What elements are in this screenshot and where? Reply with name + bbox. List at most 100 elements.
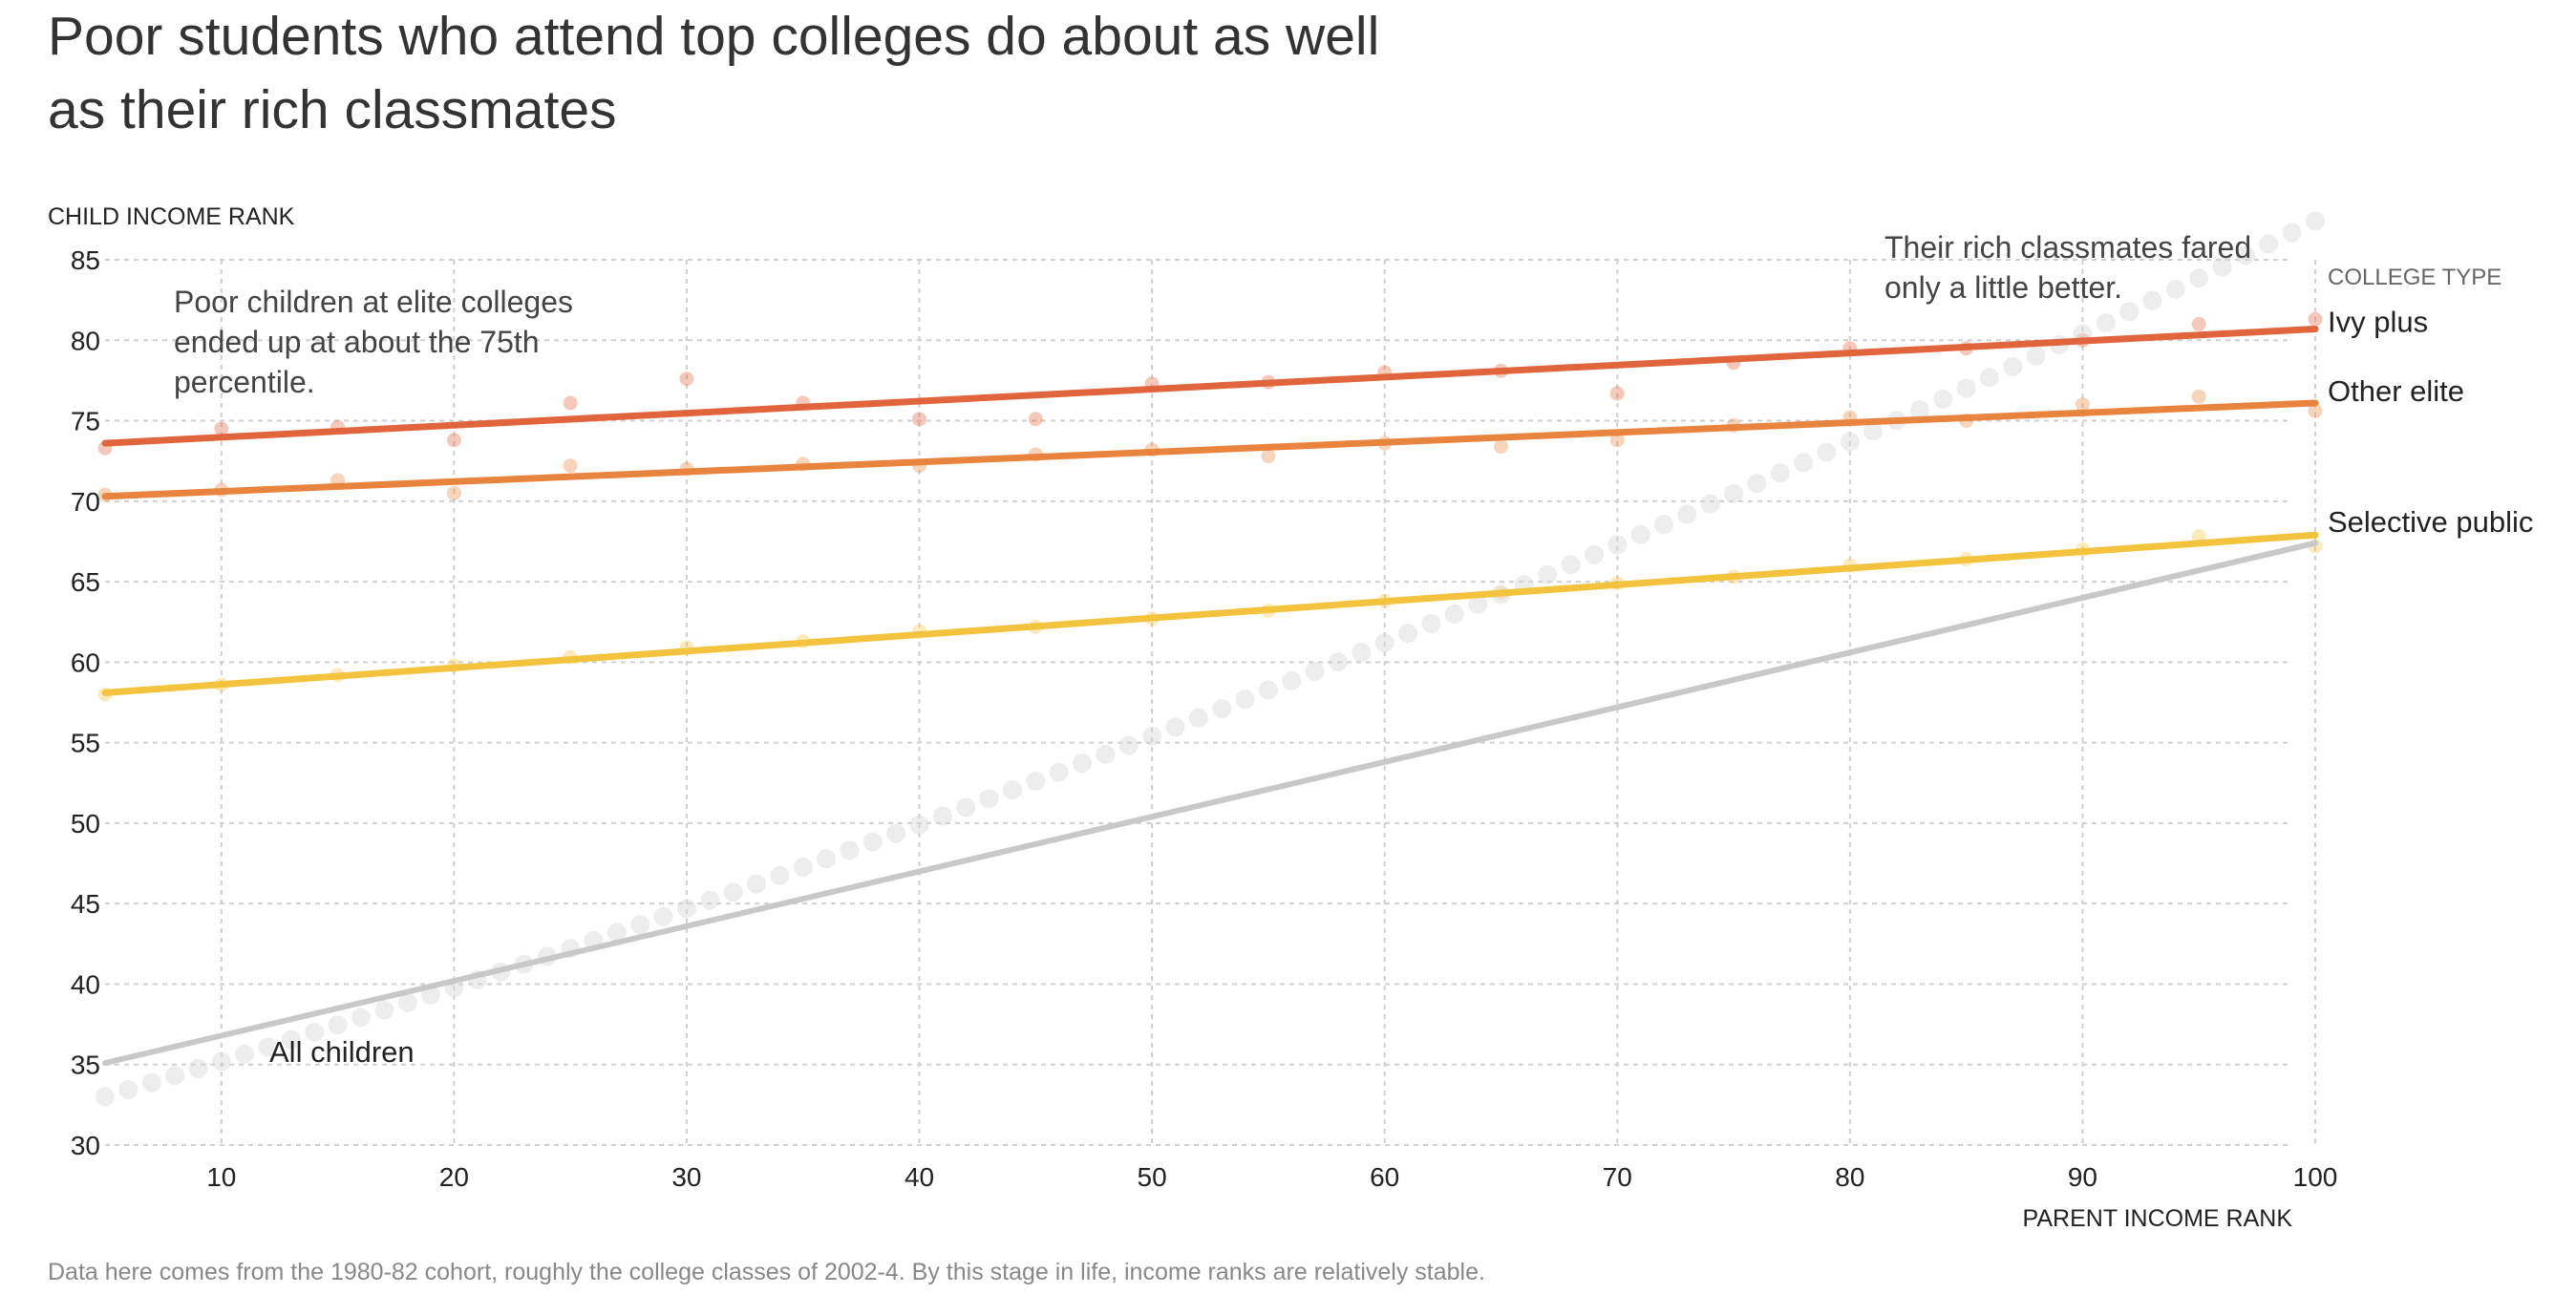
annotation-poor-line-1: Poor children at elite colleges	[174, 285, 573, 319]
y-tick-label: 80	[71, 326, 100, 355]
data-point-ivy_plus	[1609, 386, 1625, 401]
series-label-other_elite: Other elite	[2328, 374, 2464, 408]
series-labels: Ivy plus Other elite Selective public All c…	[269, 305, 2533, 1069]
data-point-all_children	[1933, 389, 1953, 409]
chart-title: Poor students who attend top colleges do…	[48, 6, 1380, 140]
y-tick-label: 55	[71, 729, 100, 758]
x-tick-label: 40	[905, 1162, 934, 1192]
data-point-all_children	[909, 815, 929, 835]
data-point-all_children	[258, 1037, 278, 1057]
annotation-poor-line-2: ended up at about the 75th	[174, 325, 540, 359]
data-point-all_children	[2165, 279, 2185, 299]
data-point-all_children	[1305, 661, 1325, 681]
annotation-rich-line-1: Their rich classmates fared	[1884, 230, 2251, 265]
data-point-all_children	[1374, 633, 1394, 653]
x-tick-label: 70	[1603, 1162, 1632, 1192]
data-point-all_children	[1584, 544, 1604, 564]
data-point-all_children	[1468, 594, 1488, 614]
footnote: Data here comes from the 1980-82 cohort,…	[48, 1259, 1485, 1285]
data-point-all_children	[1817, 442, 1837, 462]
data-point-all_children	[1724, 484, 1744, 504]
data-point-all_children	[932, 806, 952, 826]
x-tick-label: 30	[671, 1162, 701, 1192]
data-point-ivy_plus	[912, 412, 927, 427]
data-point-all_children	[141, 1072, 161, 1093]
data-point-all_children	[118, 1079, 138, 1099]
data-point-other_elite	[1261, 449, 1276, 464]
data-point-all_children	[2212, 257, 2232, 277]
data-point-other_elite	[563, 458, 578, 474]
data-point-all_children	[1863, 421, 1884, 441]
fit-line-other_elite	[101, 399, 2319, 500]
fit-line-ivy_plus	[101, 325, 2319, 447]
data-point-all_children	[188, 1058, 208, 1078]
data-point-all_children	[1747, 474, 1767, 494]
x-tick-label: 20	[439, 1162, 469, 1192]
axis-ticks: 30 35 40 45 50 55 60 65 70 75 80 85 10 20 30 40 50 60 70 80…	[71, 245, 2338, 1192]
data-point-all_children	[1630, 524, 1650, 544]
data-point-all_children	[165, 1066, 185, 1086]
grid-lines	[105, 259, 2316, 1146]
data-point-all_children	[1165, 717, 1185, 737]
data-point-all_children	[2119, 302, 2140, 322]
data-point-all_children	[281, 1029, 301, 1050]
data-point-other_elite	[446, 485, 461, 500]
data-point-all_children	[1538, 564, 1558, 584]
data-point-all_children	[305, 1022, 325, 1042]
data-point-ivy_plus	[214, 421, 229, 436]
data-point-all_children	[1421, 613, 1441, 633]
data-point-all_children	[1607, 535, 1628, 555]
data-point-ivy_plus	[2308, 311, 2323, 327]
y-tick-label: 70	[71, 487, 100, 517]
fit-line-all_children	[102, 540, 2318, 1067]
data-point-all_children	[653, 906, 673, 926]
data-point-ivy_plus	[1028, 412, 1043, 427]
data-point-all_children	[235, 1044, 255, 1064]
x-tick-label: 10	[206, 1162, 236, 1192]
data-point-all_children	[2026, 346, 2046, 366]
data-point-all_children	[1118, 735, 1139, 755]
data-point-other_elite	[1493, 439, 1508, 455]
data-point-all_children	[2096, 312, 2116, 332]
data-point-all_children	[328, 1015, 348, 1035]
x-axis-title: PARENT INCOME RANK	[2023, 1205, 2293, 1232]
y-tick-label: 35	[71, 1051, 100, 1080]
annotation-rich-classmates: Their rich classmates fared only a littl…	[1884, 230, 2260, 305]
data-point-all_children	[886, 823, 906, 843]
data-point-all_children	[1700, 494, 1720, 514]
data-point-all_children	[2189, 268, 2209, 288]
data-point-all_children	[1142, 726, 1162, 746]
y-tick-label: 75	[71, 407, 100, 436]
x-tick-label: 80	[1835, 1162, 1864, 1192]
data-point-ivy_plus	[446, 433, 461, 448]
y-tick-label: 85	[71, 245, 100, 275]
data-point-all_children	[1840, 432, 1860, 452]
series-label-ivy_plus: Ivy plus	[2328, 305, 2428, 338]
data-point-all_children	[956, 797, 976, 817]
y-tick-label: 40	[71, 969, 100, 999]
y-axis-title: CHILD INCOME RANK	[48, 203, 295, 230]
data-point-all_children	[1073, 754, 1093, 774]
data-point-all_children	[1561, 555, 1581, 575]
x-tick-label: 60	[1370, 1162, 1399, 1192]
y-tick-label: 30	[71, 1131, 100, 1160]
data-point-all_children	[2235, 245, 2255, 265]
data-point-all_children	[2259, 234, 2279, 254]
data-point-all_children	[96, 1087, 115, 1107]
x-tick-label: 50	[1138, 1162, 1167, 1192]
annotation-poor-line-3: percentile.	[174, 365, 315, 399]
data-point-all_children	[700, 890, 720, 910]
data-point-all_children	[840, 840, 860, 860]
data-point-all_children	[2142, 290, 2162, 310]
data-point-all_children	[1909, 400, 1929, 420]
data-point-all_children	[1212, 699, 1232, 719]
x-tick-label: 90	[2068, 1162, 2097, 1192]
data-point-all_children	[211, 1051, 231, 1072]
data-point-all_children	[351, 1008, 371, 1028]
data-point-all_children	[1653, 515, 1673, 535]
data-point-other_elite	[2308, 403, 2323, 418]
data-point-all_children	[817, 849, 837, 869]
data-point-all_children	[2282, 223, 2302, 243]
y-tick-label: 50	[71, 809, 100, 838]
data-point-all_children	[1026, 771, 1046, 791]
